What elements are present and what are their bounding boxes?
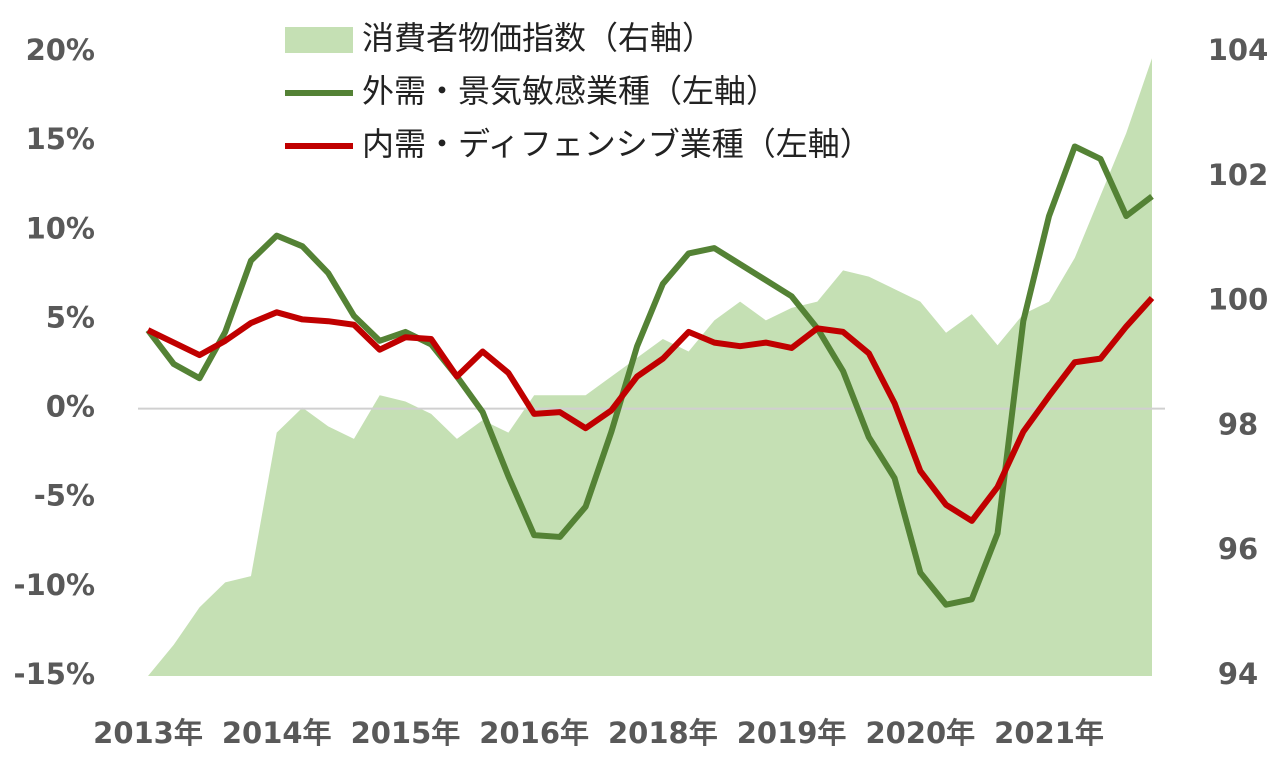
- y2-tick-label: 98: [1218, 407, 1258, 441]
- series-line: [146, 296, 1155, 524]
- y-tick-label: -15%: [14, 657, 95, 691]
- x-tick-label: 2018年: [608, 716, 718, 750]
- legend-label: 外需・景気敏感業種（左軸）: [362, 72, 778, 110]
- y2-tick-label: 102: [1208, 158, 1269, 192]
- y-tick-label: 15%: [26, 122, 95, 156]
- y-tick-label: -10%: [14, 568, 95, 602]
- x-tick-label: 2013年: [93, 716, 203, 750]
- y-tick-label: 0%: [46, 390, 95, 424]
- series-line: [145, 143, 1154, 608]
- y2-tick-label: 100: [1208, 283, 1269, 317]
- x-tick-label: 2020年: [865, 716, 975, 750]
- y-tick-label: 20%: [26, 33, 95, 67]
- legend-label: 内需・ディフェンシブ業種（左軸）: [362, 125, 872, 163]
- x-tick-label: 2014年: [222, 716, 332, 750]
- x-tick-label: 2019年: [737, 716, 847, 750]
- x-tick-label: 2016年: [479, 716, 589, 750]
- x-tick-label: 2015年: [351, 716, 461, 750]
- legend-swatch: [285, 27, 353, 53]
- y2-tick-label: 94: [1218, 657, 1258, 691]
- legend-label: 消費者物価指数（右軸）: [362, 19, 714, 57]
- y2-tick-label: 104: [1208, 33, 1269, 67]
- y-tick-label: 10%: [26, 211, 95, 245]
- y2-tick-label: 96: [1218, 532, 1258, 566]
- y-tick-label: 5%: [46, 300, 95, 334]
- y-tick-label: -5%: [34, 479, 95, 513]
- x-tick-label: 2021年: [994, 716, 1104, 750]
